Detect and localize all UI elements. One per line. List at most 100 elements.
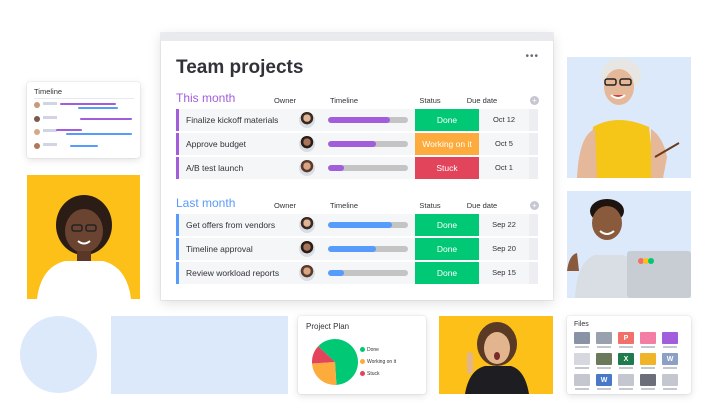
pdf-file-icon[interactable]	[574, 353, 590, 365]
file-caption	[663, 346, 677, 348]
image-file-icon[interactable]	[574, 332, 590, 344]
task-row[interactable]: Timeline approval Done Sep 20	[176, 238, 538, 260]
more-dots-icon[interactable]: •••	[525, 51, 539, 62]
file-caption	[619, 367, 633, 369]
file-caption	[641, 388, 655, 390]
owner-avatar[interactable]	[299, 160, 315, 176]
word-file-icon[interactable]: W	[596, 374, 612, 386]
pie-slice-stuck[interactable]	[312, 346, 335, 364]
legend-dot	[360, 359, 365, 364]
status-badge[interactable]: Working on it	[415, 133, 479, 155]
timeline-bar-fill	[328, 270, 344, 276]
owner-avatar[interactable]	[299, 217, 315, 233]
legend-label: Stuck	[367, 371, 380, 377]
file-caption	[575, 388, 589, 390]
column-header-due-date: Due date	[466, 201, 498, 210]
task-row[interactable]: A/B test launch Stuck Oct 1	[176, 157, 538, 179]
timeline-row	[34, 142, 134, 152]
timeline-row	[34, 128, 134, 138]
file-caption	[597, 346, 611, 348]
legend-item: Stuck	[360, 371, 380, 377]
status-badge[interactable]: Done	[415, 109, 479, 131]
task-name[interactable]: Finalize kickoff materials	[186, 115, 279, 125]
group-color-bar	[176, 157, 179, 179]
due-date[interactable]: Oct 5	[495, 139, 513, 148]
column-header-status: Status	[419, 96, 441, 105]
task-row[interactable]: Review workload reports Done Sep 15	[176, 262, 538, 284]
timeline-widget[interactable]: Timeline	[27, 82, 140, 158]
column-header-timeline: Timeline	[329, 96, 359, 105]
timeline-bar-fill	[328, 117, 391, 123]
add-column-icon[interactable]: +	[530, 96, 539, 105]
group-color-bar	[176, 238, 179, 260]
row-end-cell	[529, 157, 538, 179]
owner-avatar[interactable]	[299, 112, 315, 128]
pdf-file-icon[interactable]	[574, 374, 590, 386]
pie-slice-working-on-it[interactable]	[312, 362, 337, 385]
timeline-bar-fill	[328, 246, 376, 252]
task-name[interactable]: Timeline approval	[186, 244, 253, 254]
timeline-bar[interactable]	[328, 246, 408, 252]
status-badge[interactable]: Stuck	[415, 157, 479, 179]
owner-avatar[interactable]	[299, 136, 315, 152]
pdf-file-icon[interactable]	[596, 332, 612, 344]
file-caption	[641, 367, 655, 369]
powerpoint-file-icon[interactable]: P	[618, 332, 634, 344]
image-file-icon[interactable]	[596, 353, 612, 365]
legend-dot	[360, 347, 365, 352]
file-caption	[575, 367, 589, 369]
legend-dot	[360, 371, 365, 376]
group-color-bar	[176, 109, 179, 131]
group-title[interactable]: This month	[176, 91, 236, 105]
status-badge[interactable]: Done	[415, 262, 479, 284]
task-name[interactable]: Get offers from vendors	[186, 220, 276, 230]
timeline-bar[interactable]	[328, 141, 408, 147]
task-name[interactable]: Approve budget	[186, 139, 247, 149]
timeline-row	[34, 115, 134, 125]
pdf-file-icon[interactable]	[662, 374, 678, 386]
timeline-bar-fill	[328, 222, 392, 228]
user-photo-older-woman	[567, 57, 691, 178]
board-top-bar	[161, 33, 553, 41]
due-date[interactable]: Sep 22	[492, 220, 516, 229]
timeline-bar[interactable]	[328, 222, 408, 228]
image-file-icon[interactable]	[640, 353, 656, 365]
add-column-icon[interactable]: +	[530, 201, 539, 210]
status-badge[interactable]: Done	[415, 238, 479, 260]
task-row[interactable]: Finalize kickoff materials Done Oct 12	[176, 109, 538, 131]
pdf-file-icon[interactable]	[618, 374, 634, 386]
task-row[interactable]: Get offers from vendors Done Sep 22	[176, 214, 538, 236]
timeline-bar[interactable]	[328, 270, 408, 276]
column-header-owner: Owner	[273, 96, 297, 105]
timeline-header-line	[34, 98, 134, 99]
image-file-icon[interactable]	[640, 374, 656, 386]
group-title[interactable]: Last month	[176, 196, 236, 210]
timeline-bar[interactable]	[328, 117, 408, 123]
task-row[interactable]: Approve budget Working on it Oct 5	[176, 133, 538, 155]
timeline-row	[34, 101, 134, 111]
column-header-owner: Owner	[273, 201, 297, 210]
project-plan-title: Project Plan	[306, 322, 350, 331]
video-file-icon[interactable]	[662, 332, 678, 344]
row-end-cell	[529, 133, 538, 155]
due-date[interactable]: Oct 12	[492, 115, 516, 124]
status-badge[interactable]: Done	[415, 214, 479, 236]
due-date[interactable]: Oct 1	[495, 163, 513, 172]
due-date[interactable]: Sep 20	[492, 244, 516, 253]
timeline-widget-title: Timeline	[34, 87, 63, 96]
owner-avatar[interactable]	[299, 241, 315, 257]
excel-file-icon[interactable]: X	[618, 353, 634, 365]
pie-slice-done[interactable]	[318, 339, 358, 385]
file-caption	[641, 346, 655, 348]
owner-avatar[interactable]	[299, 265, 315, 281]
task-name[interactable]: Review workload reports	[186, 268, 280, 278]
timeline-bar[interactable]	[328, 165, 408, 171]
user-photo-man-laptop	[567, 191, 691, 298]
due-date[interactable]: Sep 15	[492, 268, 516, 277]
word-file-icon[interactable]: W	[662, 353, 678, 365]
task-name[interactable]: A/B test launch	[186, 163, 244, 173]
project-plan-widget[interactable]: Project Plan Done Working on it Stuck	[298, 316, 426, 394]
files-title: Files	[574, 321, 589, 328]
image-file-icon[interactable]	[640, 332, 656, 344]
